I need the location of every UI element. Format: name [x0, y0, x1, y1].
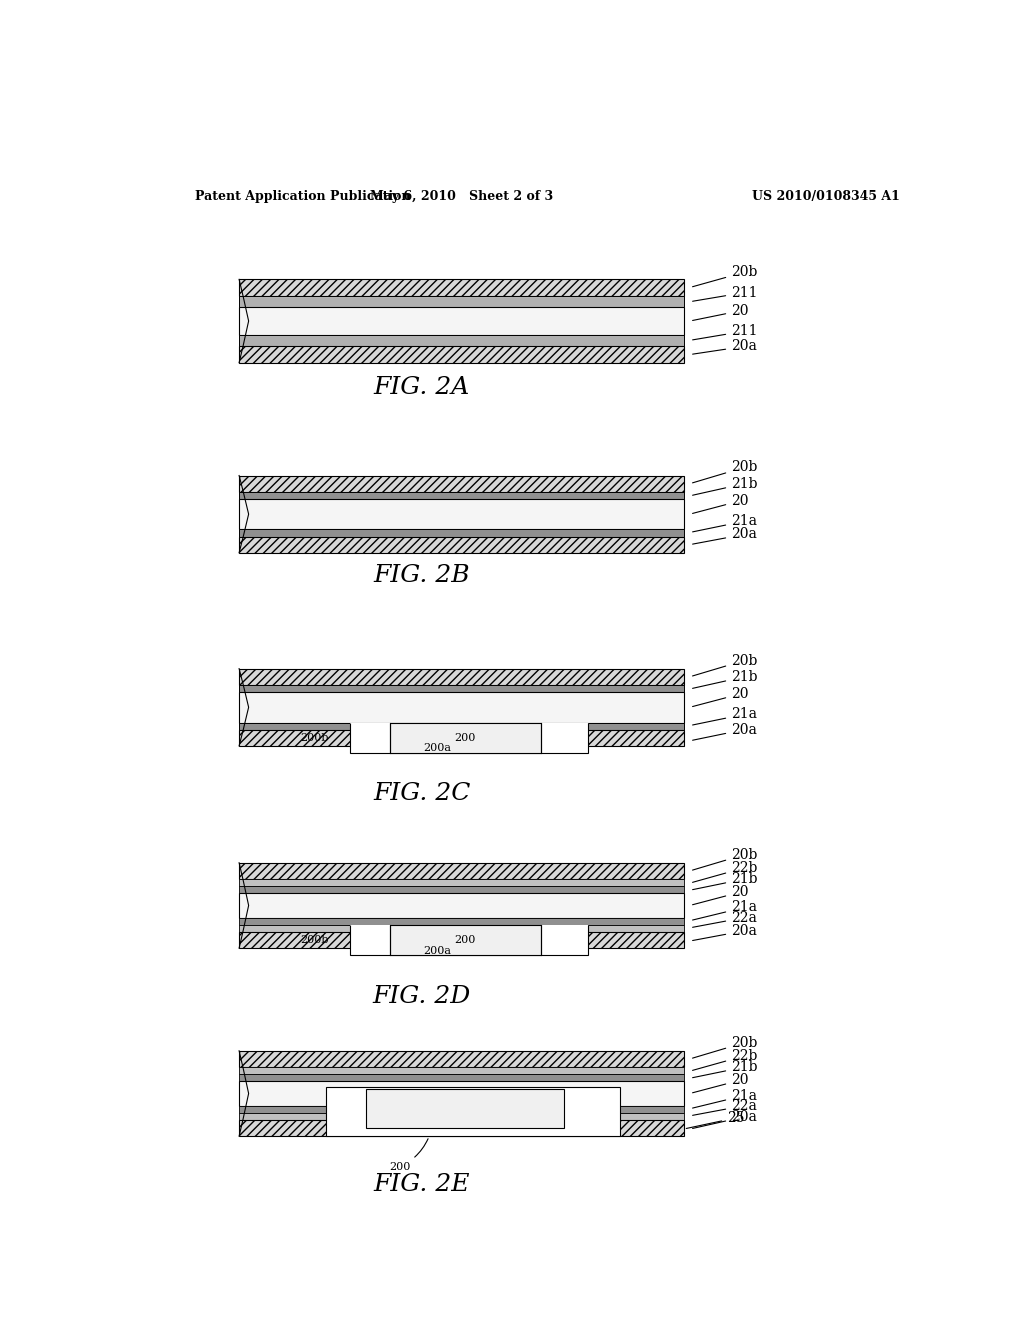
- Text: FIG. 2D: FIG. 2D: [373, 986, 471, 1008]
- Text: 200: 200: [455, 733, 476, 743]
- Text: 20a: 20a: [692, 528, 757, 544]
- Bar: [240, 1106, 684, 1113]
- Text: 22a: 22a: [692, 1098, 757, 1115]
- Bar: [240, 685, 684, 692]
- Bar: [240, 879, 684, 886]
- Text: FIG. 2C: FIG. 2C: [373, 783, 470, 805]
- Bar: [240, 1119, 684, 1137]
- Text: 200a: 200a: [424, 743, 452, 754]
- Text: 21a: 21a: [692, 900, 757, 920]
- Bar: [240, 492, 684, 499]
- Bar: [240, 1113, 684, 1119]
- Text: 25: 25: [686, 1111, 744, 1129]
- Text: FIG. 2B: FIG. 2B: [374, 564, 470, 586]
- Text: 20a: 20a: [692, 722, 757, 741]
- Bar: [390, 722, 541, 752]
- Text: FIG. 2E: FIG. 2E: [374, 1173, 470, 1196]
- Text: 211: 211: [692, 285, 758, 301]
- Text: 200b: 200b: [300, 935, 329, 945]
- Text: 20: 20: [692, 686, 749, 706]
- Text: 211: 211: [692, 325, 758, 339]
- Text: 21b: 21b: [692, 477, 758, 495]
- Bar: [240, 692, 684, 722]
- Text: 20b: 20b: [692, 461, 758, 483]
- Bar: [240, 499, 684, 529]
- Bar: [240, 1067, 684, 1074]
- Bar: [240, 917, 684, 925]
- Bar: [240, 335, 684, 346]
- Bar: [350, 722, 588, 746]
- Text: 20: 20: [692, 886, 749, 904]
- Bar: [240, 306, 684, 335]
- Bar: [240, 932, 684, 948]
- Text: 22a: 22a: [692, 911, 757, 928]
- PathPatch shape: [350, 925, 588, 956]
- Text: 200b: 200b: [300, 733, 329, 743]
- Text: 21b: 21b: [692, 1060, 758, 1077]
- Bar: [240, 722, 684, 730]
- Text: May 6, 2010   Sheet 2 of 3: May 6, 2010 Sheet 2 of 3: [370, 190, 553, 202]
- Text: 20: 20: [692, 304, 749, 321]
- Bar: [367, 1089, 564, 1129]
- Bar: [240, 296, 684, 306]
- Text: 21b: 21b: [692, 669, 758, 688]
- Bar: [327, 1088, 620, 1137]
- Bar: [240, 1074, 684, 1081]
- Text: 21a: 21a: [692, 515, 757, 532]
- Text: 20b: 20b: [692, 1036, 758, 1059]
- Bar: [240, 886, 684, 894]
- Bar: [240, 536, 684, 553]
- Bar: [240, 730, 684, 746]
- Text: 200: 200: [455, 935, 476, 945]
- Text: 20a: 20a: [692, 924, 757, 941]
- Bar: [390, 925, 541, 956]
- Bar: [240, 669, 684, 685]
- Text: 200: 200: [389, 1139, 428, 1172]
- Bar: [350, 925, 588, 948]
- Text: 20a: 20a: [692, 1110, 757, 1129]
- Bar: [240, 863, 684, 879]
- Bar: [240, 925, 684, 932]
- Text: 21b: 21b: [692, 873, 758, 890]
- Text: 200a: 200a: [424, 945, 452, 956]
- Text: 20b: 20b: [692, 653, 758, 676]
- Bar: [240, 346, 684, 363]
- Bar: [240, 1081, 684, 1106]
- Text: 22b: 22b: [692, 861, 758, 882]
- Bar: [240, 1051, 684, 1067]
- Text: 21a: 21a: [692, 708, 757, 725]
- Bar: [240, 529, 684, 536]
- Bar: [240, 280, 684, 296]
- Bar: [240, 475, 684, 492]
- Text: Patent Application Publication: Patent Application Publication: [196, 190, 411, 202]
- Text: 20: 20: [692, 1073, 749, 1093]
- Text: 22b: 22b: [692, 1049, 758, 1071]
- Text: 21a: 21a: [692, 1089, 757, 1107]
- PathPatch shape: [350, 722, 588, 752]
- Text: 20b: 20b: [692, 265, 758, 286]
- Text: FIG. 2A: FIG. 2A: [374, 376, 470, 399]
- Text: 20a: 20a: [692, 339, 757, 354]
- Bar: [240, 894, 684, 917]
- Text: 20: 20: [692, 494, 749, 513]
- Text: US 2010/0108345 A1: US 2010/0108345 A1: [753, 190, 900, 202]
- Text: 20b: 20b: [692, 847, 758, 870]
